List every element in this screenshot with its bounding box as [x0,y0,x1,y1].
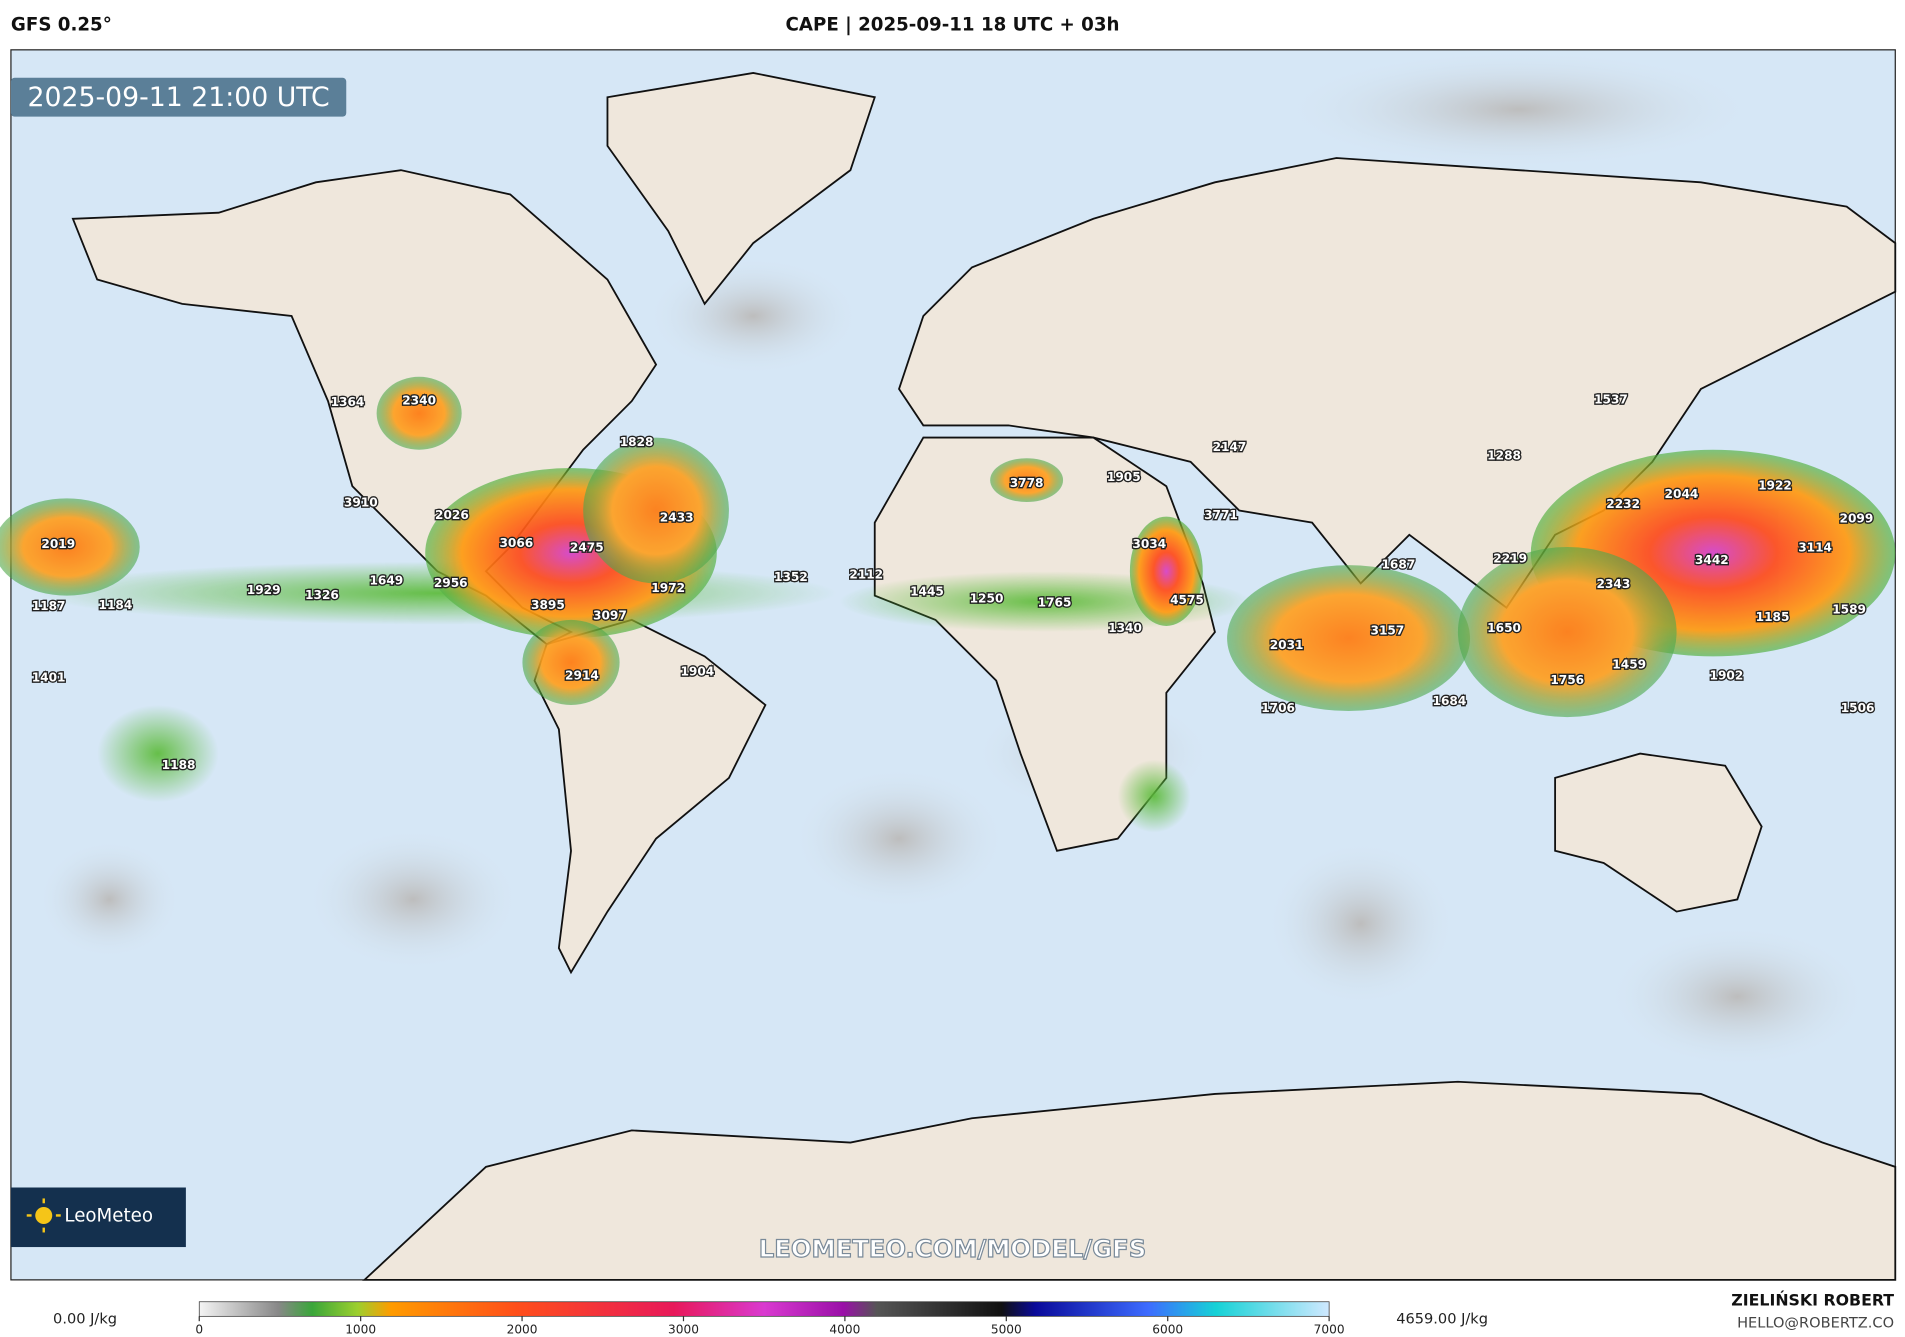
colorbar: 0 1000 2000 3000 4000 5000 6000 7000 [195,1301,1345,1336]
cape-label: 1401 [32,671,66,685]
cape-label: 1459 [1612,657,1646,671]
map: 1364 2340 1828 3910 2026 3066 2475 2433 2019 1187… [0,48,1897,1281]
cape-label: 3157 [1371,623,1405,637]
colorbar-tick-label: 2000 [507,1322,538,1336]
cape-label: 2956 [434,576,468,590]
cape-label: 1972 [651,581,685,595]
cape-label: 1765 [1038,595,1072,609]
cape-label: 3442 [1695,553,1729,567]
cape-label: 1905 [1107,470,1141,484]
logo-text: LeoMeteo [64,1206,153,1227]
cape-label: 4575 [1170,593,1204,607]
cape-label: 2343 [1597,577,1631,591]
cape-label: 2433 [660,510,694,524]
cape-label: 2044 [1665,487,1699,501]
colorbar-tick-label: 3000 [668,1322,699,1336]
cape-label: 2147 [1213,440,1247,454]
colorbar-tick-label: 6000 [1152,1322,1183,1336]
cape-label: 3114 [1798,541,1832,555]
cape-field [0,376,1896,833]
cape-label: 1326 [305,588,339,602]
cape-label: 2019 [41,537,75,551]
cape-label: 3778 [1010,476,1044,490]
cape-label: 2026 [435,508,469,522]
cape-label: 2031 [1270,638,1304,652]
time-badge [10,77,347,117]
cape-label: 1352 [774,570,808,584]
cape-label: 3066 [499,536,533,550]
cape-label: 1902 [1710,668,1744,682]
cape-label: 1445 [910,584,944,598]
cape-label: 2219 [1493,552,1527,566]
cape-label: 1828 [620,435,654,449]
cape-label: 2112 [849,567,883,581]
valid-time: 2025-09-11 21:00 UTC [28,82,330,113]
cape-label: 1250 [970,592,1004,606]
cape-label: 2914 [565,668,599,682]
cape-label: 1756 [1550,673,1584,687]
cape-label: 3034 [1132,537,1166,551]
cape-label: 1185 [1756,610,1790,624]
colorbar-max: 4659.00 J/kg [1396,1311,1488,1328]
colorbar-tick-label: 0 [195,1322,203,1336]
colorbar-min: 0.00 J/kg [53,1311,117,1328]
cape-label: 1188 [162,758,196,772]
cape-label: 1922 [1758,479,1792,493]
cape-label: 1340 [1108,621,1142,635]
cape-label: 1904 [680,665,714,679]
cape-label: 1687 [1381,558,1415,572]
cape-label: 1537 [1594,392,1628,406]
logo: LeoMeteo [10,1187,186,1248]
colorbar-tick-label: 7000 [1314,1322,1345,1336]
cape-label: 1506 [1841,701,1875,715]
cape-label: 3910 [344,496,378,510]
author: ZIELIŃSKI ROBERT [1731,1290,1894,1309]
cape-label: 2099 [1840,511,1874,525]
cape-label: 2475 [570,541,604,555]
cape-label: 2232 [1606,497,1640,511]
cape-label: 1288 [1487,448,1521,462]
model-name: GFS 0.25° [11,14,112,35]
cape-label: 1649 [369,573,403,587]
cape-label: 1589 [1832,603,1866,617]
cape-label: 3895 [531,598,565,612]
cape-label: 2340 [402,394,436,408]
cape-label: 3771 [1204,508,1238,522]
cape-label: 1929 [247,583,281,597]
cape-label: 3097 [593,609,627,623]
cape-label: 1650 [1487,621,1521,635]
colorbar-tick-label: 4000 [829,1322,860,1336]
land [71,72,1897,1281]
cloud-shading [36,48,1871,1070]
cape-label: 1187 [32,599,66,613]
cape-label: 1364 [331,395,365,409]
cape-label: 1684 [1433,694,1467,708]
cape-label: 1184 [99,598,133,612]
map-title: CAPE | 2025-09-11 18 UTC + 03h [786,14,1120,35]
watermark: LEOMETEO.COM/MODEL/GFS [759,1234,1146,1263]
email: HELLO@ROBERTZ.CO [1737,1314,1894,1331]
colorbar-tick-label: 1000 [345,1322,376,1336]
colorbar-tick-label: 5000 [991,1322,1022,1336]
cape-label: 1706 [1261,701,1295,715]
